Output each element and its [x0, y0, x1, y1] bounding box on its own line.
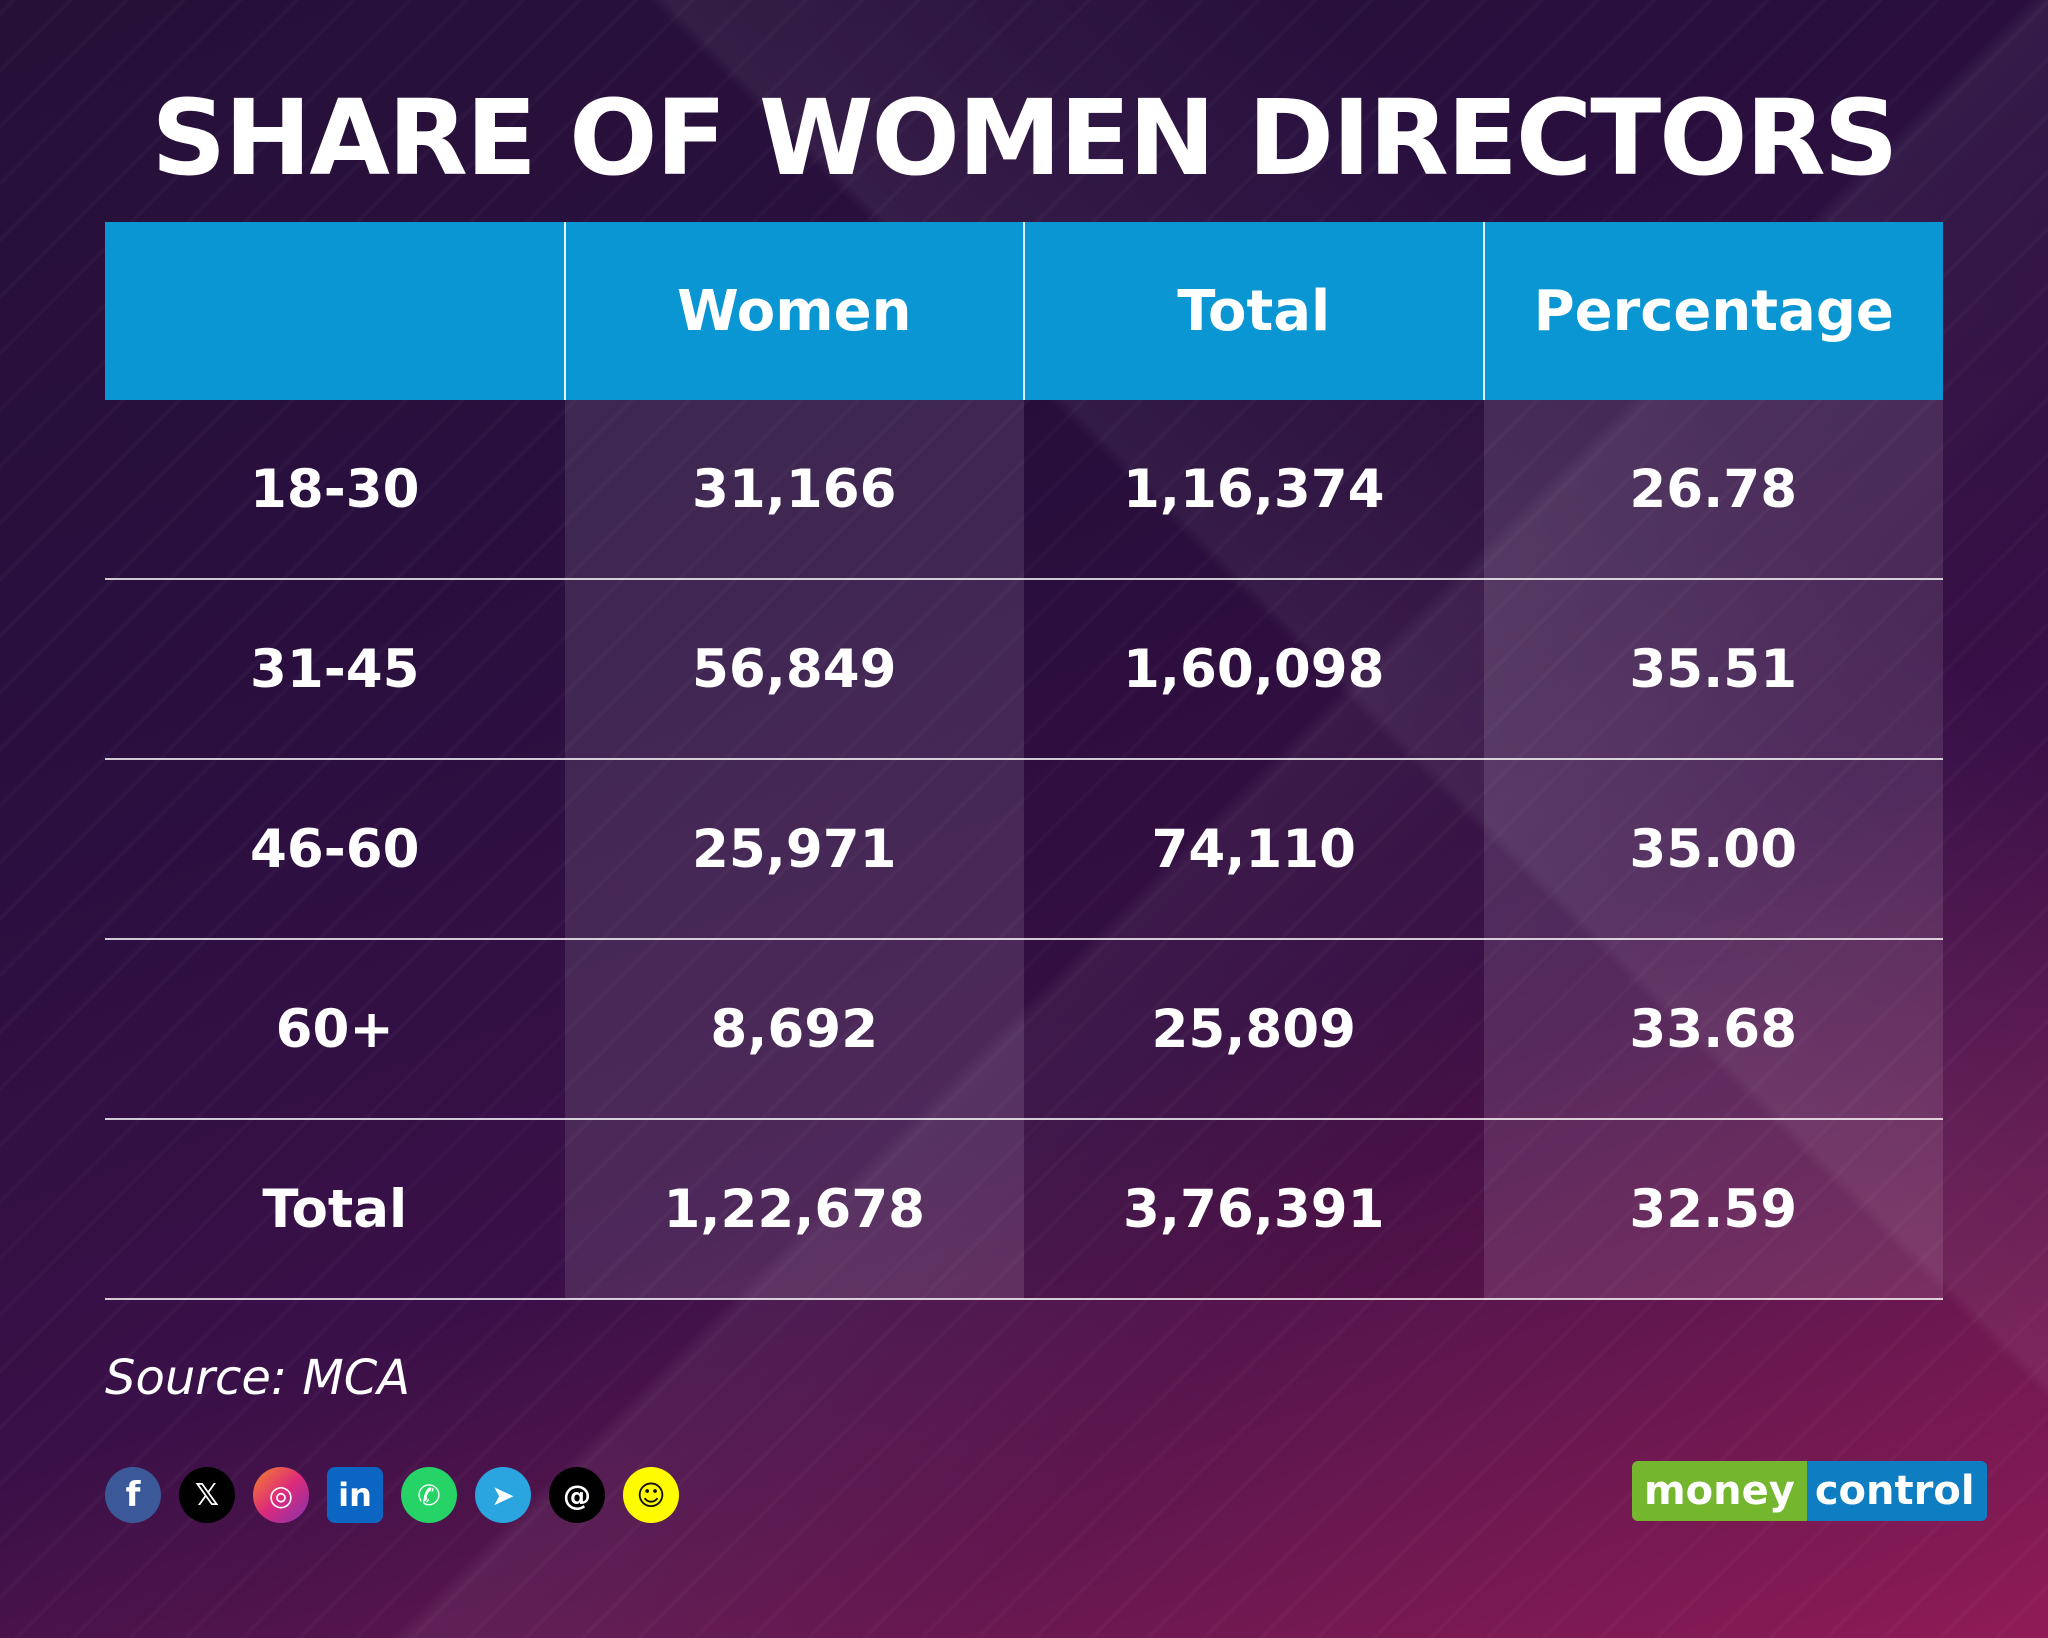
header-age-group — [105, 222, 565, 400]
source-note: Source: MCA — [105, 1350, 411, 1406]
table-row: 31-45 56,849 1,60,098 35.51 — [105, 579, 1943, 760]
instagram-icon[interactable]: ◎ — [253, 1467, 309, 1523]
table-row: 60+ 8,692 25,809 33.68 — [105, 939, 1943, 1120]
table-row-total: Total 1,22,678 3,76,391 32.59 — [105, 1119, 1943, 1300]
percentage-cell: 35.00 — [1483, 759, 1943, 940]
logo-money: money — [1632, 1461, 1807, 1521]
facebook-icon[interactable]: f — [105, 1467, 161, 1523]
snapchat-icon[interactable]: ☺ — [623, 1467, 679, 1523]
age-group-cell: 18-30 — [105, 400, 565, 580]
total-cell: 1,16,374 — [1024, 400, 1484, 580]
women-cell: 25,971 — [564, 759, 1024, 940]
women-cell: 1,22,678 — [564, 1119, 1024, 1300]
age-group-cell: 60+ — [105, 939, 565, 1120]
percentage-cell: 26.78 — [1483, 400, 1943, 580]
header-total: Total — [1023, 222, 1484, 400]
women-cell: 8,692 — [564, 939, 1024, 1120]
table-header: Women Total Percentage — [105, 222, 1943, 400]
women-directors-table: Women Total Percentage 18-30 31,166 1,16… — [105, 222, 1943, 1300]
total-cell: 74,110 — [1024, 759, 1484, 940]
threads-icon[interactable]: @ — [549, 1467, 605, 1523]
total-cell: 1,60,098 — [1024, 579, 1484, 760]
age-group-cell: Total — [105, 1119, 565, 1300]
logo-control: control — [1806, 1461, 1987, 1521]
header-women: Women — [563, 222, 1024, 400]
header-row: Women Total Percentage — [105, 222, 1943, 400]
percentage-cell: 33.68 — [1483, 939, 1943, 1120]
age-group-cell: 46-60 — [105, 759, 565, 940]
table-body: 18-30 31,166 1,16,374 26.78 31-45 56,849… — [105, 400, 1943, 1300]
x-icon[interactable]: 𝕏 — [179, 1467, 235, 1523]
table-row: 18-30 31,166 1,16,374 26.78 — [105, 400, 1943, 580]
moneycontrol-logo: money control — [1632, 1461, 1987, 1521]
women-cell: 56,849 — [564, 579, 1024, 760]
total-cell: 25,809 — [1024, 939, 1484, 1120]
header-percentage: Percentage — [1482, 222, 1943, 400]
table-wrapper: Women Total Percentage 18-30 31,166 1,16… — [105, 222, 1943, 1300]
percentage-cell: 35.51 — [1483, 579, 1943, 760]
table-row: 46-60 25,971 74,110 35.00 — [105, 759, 1943, 940]
percentage-cell: 32.59 — [1483, 1119, 1943, 1300]
age-group-cell: 31-45 — [105, 579, 565, 760]
social-icons: f 𝕏 ◎ in ✆ ➤ @ ☺ — [105, 1467, 679, 1523]
total-cell: 3,76,391 — [1024, 1119, 1484, 1300]
women-cell: 31,166 — [564, 400, 1024, 580]
chart-title: SHARE OF WOMEN DIRECTORS — [151, 77, 1898, 199]
telegram-icon[interactable]: ➤ — [475, 1467, 531, 1523]
whatsapp-icon[interactable]: ✆ — [401, 1467, 457, 1523]
linkedin-icon[interactable]: in — [327, 1467, 383, 1523]
